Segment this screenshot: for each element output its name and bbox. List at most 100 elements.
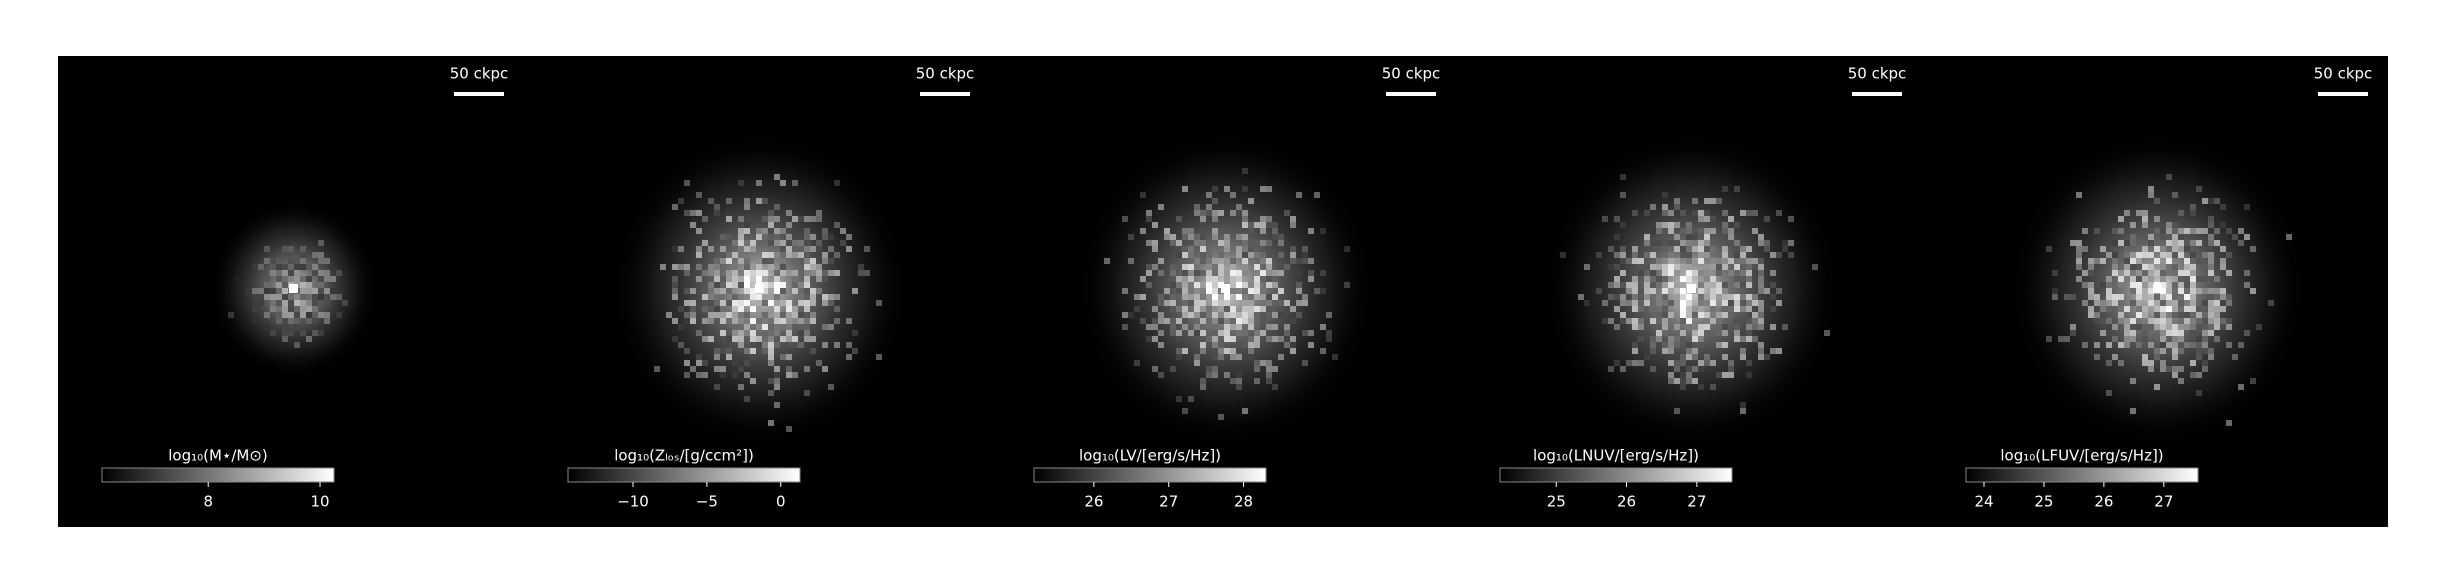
pixel [2094, 318, 2100, 324]
pixel [1176, 282, 1182, 288]
pixel [2190, 282, 2196, 288]
pixel [1266, 300, 1272, 306]
pixel [1212, 372, 1218, 378]
pixel [270, 264, 276, 270]
pixel [2160, 306, 2166, 312]
pixel [1722, 300, 1728, 306]
pixel [1746, 318, 1752, 324]
pixel [2142, 246, 2148, 252]
pixel [1662, 210, 1668, 216]
pixel [1266, 378, 1272, 384]
pixel [792, 180, 798, 186]
pixel [786, 330, 792, 336]
pixel [1182, 276, 1188, 282]
pixel [1182, 324, 1188, 330]
pixel [720, 246, 726, 252]
pixel [300, 312, 306, 318]
pixel [738, 252, 744, 258]
pixel [1302, 330, 1308, 336]
pixel [1692, 240, 1698, 246]
pixel [816, 216, 822, 222]
pixel [2172, 282, 2178, 288]
pixel [1200, 294, 1206, 300]
pixel [1704, 240, 1710, 246]
pixel [1248, 252, 1254, 258]
pixel [774, 228, 780, 234]
pixel [804, 216, 810, 222]
pixel [786, 252, 792, 258]
pixel [762, 252, 768, 258]
pixel [798, 324, 804, 330]
pixel [1692, 210, 1698, 216]
pixel [1218, 354, 1224, 360]
pixel [2148, 342, 2154, 348]
pixel [276, 270, 282, 276]
pixel [2106, 318, 2112, 324]
pixel [1758, 300, 1764, 306]
pixel [1194, 360, 1200, 366]
pixel [2160, 270, 2166, 276]
pixel [696, 252, 702, 258]
pixel [714, 384, 720, 390]
pixel [2148, 186, 2154, 192]
pixel [330, 288, 336, 294]
pixel [1188, 264, 1194, 270]
pixel [1278, 264, 1284, 270]
pixel [804, 234, 810, 240]
pixel [2100, 306, 2106, 312]
pixel [1674, 222, 1680, 228]
pixel [1668, 372, 1674, 378]
pixel [2130, 300, 2136, 306]
pixel [792, 306, 798, 312]
pixel [1644, 294, 1650, 300]
pixel [726, 312, 732, 318]
pixel [834, 306, 840, 312]
pixel [1704, 216, 1710, 222]
pixel [1746, 300, 1752, 306]
pixel [1680, 228, 1686, 234]
pixel [2118, 282, 2124, 288]
pixel [2130, 264, 2136, 270]
pixel [2166, 324, 2172, 330]
pixel [2184, 294, 2190, 300]
pixel [1194, 288, 1200, 294]
pixel [1734, 300, 1740, 306]
pixel [1158, 318, 1164, 324]
pixel [1698, 294, 1704, 300]
pixel [792, 246, 798, 252]
pixel [1698, 384, 1704, 390]
pixel [1632, 288, 1638, 294]
pixel [762, 276, 768, 282]
pixel [1230, 306, 1236, 312]
colorbar-tick-label: 8 [203, 493, 213, 511]
pixel [684, 180, 690, 186]
pixel [684, 300, 690, 306]
pixel [1812, 264, 1818, 270]
pixel [2178, 210, 2184, 216]
pixel [1236, 276, 1242, 282]
pixel [1266, 366, 1272, 372]
pixel [1248, 354, 1254, 360]
pixel [1302, 294, 1308, 300]
pixel [1152, 240, 1158, 246]
pixel [2136, 258, 2142, 264]
pixel [1254, 360, 1260, 366]
pixel [1626, 318, 1632, 324]
pixel [1746, 324, 1752, 330]
pixel [2166, 318, 2172, 324]
pixel [708, 300, 714, 306]
pixel [768, 258, 774, 264]
pixel [282, 288, 288, 294]
pixel [774, 342, 780, 348]
pixel [2214, 276, 2220, 282]
pixel [2256, 324, 2262, 330]
pixel [2208, 252, 2214, 258]
pixel [2208, 234, 2214, 240]
pixel [294, 312, 300, 318]
pixel [2196, 342, 2202, 348]
pixel [726, 234, 732, 240]
pixel [864, 246, 870, 252]
pixel [762, 312, 768, 318]
pixel [2160, 288, 2166, 294]
pixel [822, 324, 828, 330]
